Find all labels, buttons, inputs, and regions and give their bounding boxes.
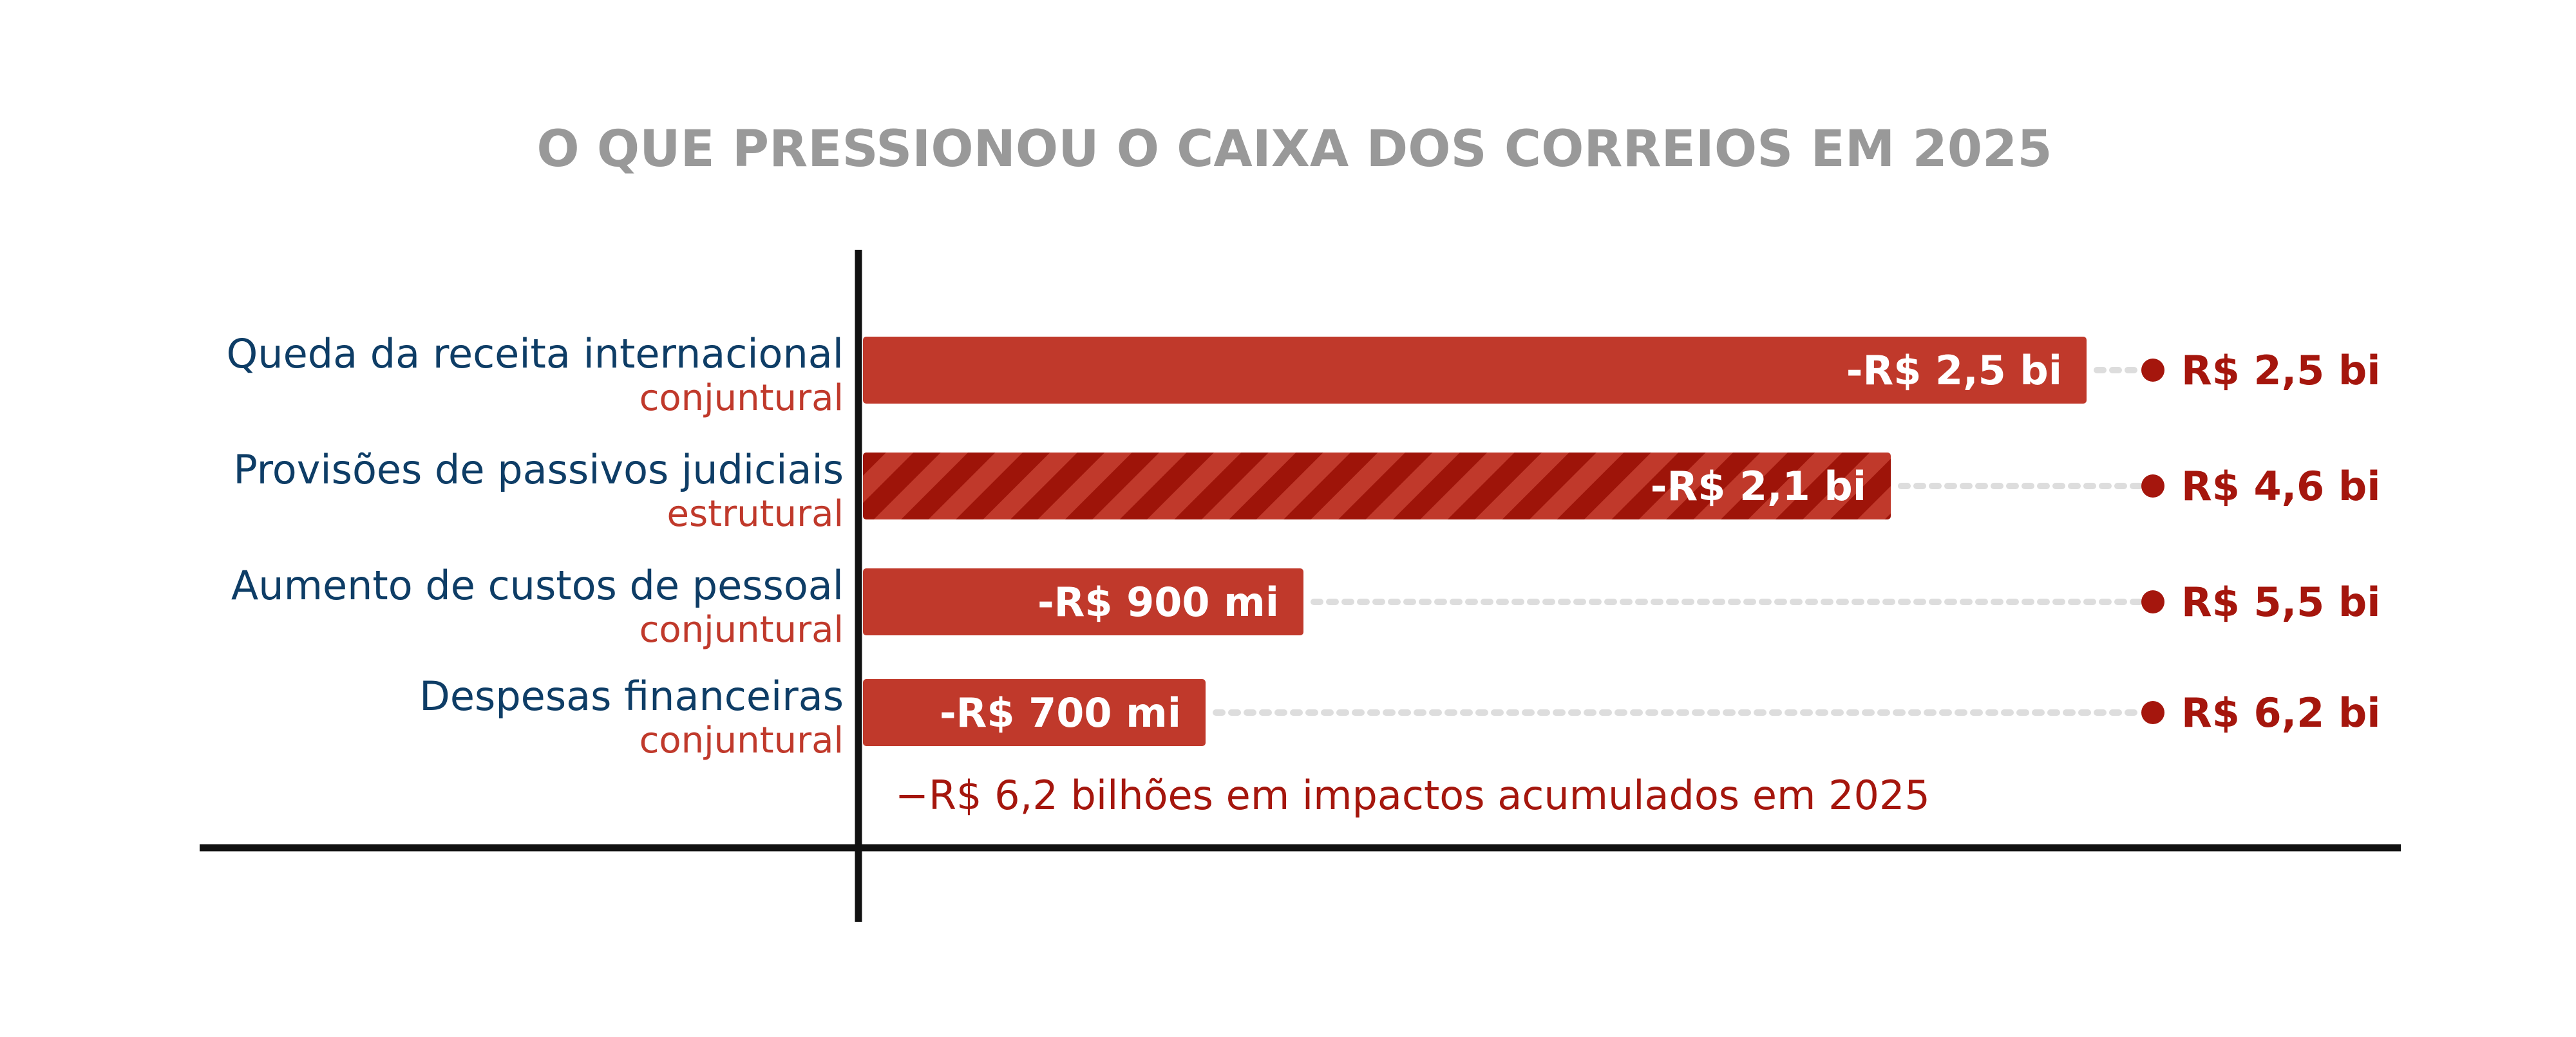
chart-title: O QUE PRESSIONOU O CAIXA DOS CORREIOS EM…: [536, 120, 2052, 178]
bar-value-label: -R$ 2,1 bi: [1651, 463, 1866, 510]
footnote: −R$ 6,2 bilhões em impactos acumulados e…: [895, 772, 1930, 819]
category-type-label: conjuntural: [639, 377, 844, 419]
category-label: Despesas financeiras: [419, 673, 844, 720]
cumulative-label: R$ 5,5 bi: [2181, 579, 2381, 626]
bar: [863, 568, 1303, 635]
cumulative-label: R$ 2,5 bi: [2181, 347, 2381, 394]
bar-value-label: -R$ 700 mi: [940, 689, 1181, 736]
chart-rows: Queda da receita internacionalconjuntura…: [226, 330, 2380, 761]
category-type-label: conjuntural: [639, 720, 844, 761]
cumulative-label: R$ 6,2 bi: [2181, 689, 2381, 736]
cumulative-dot: [2141, 590, 2164, 613]
bar-value-label: -R$ 900 mi: [1037, 579, 1279, 626]
cumulative-label: R$ 4,6 bi: [2181, 463, 2381, 510]
category-label: Aumento de custos de pessoal: [231, 562, 844, 609]
cumulative-dot: [2141, 359, 2164, 382]
cumulative-dot: [2141, 701, 2164, 724]
category-label: Provisões de passivos judiciais: [233, 446, 844, 493]
category-type-label: conjuntural: [639, 609, 844, 651]
bar-value-label: -R$ 2,5 bi: [1846, 347, 2062, 394]
category-label: Queda da receita internacional: [226, 330, 844, 377]
cumulative-dot: [2141, 474, 2164, 498]
bar: [863, 453, 1891, 519]
category-type-label: estrutural: [667, 493, 844, 535]
bar: [863, 679, 1206, 746]
bar: [863, 337, 2087, 404]
